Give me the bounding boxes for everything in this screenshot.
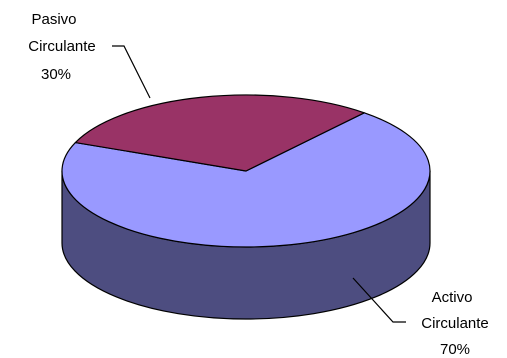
slice-value-pasivo: 30%	[41, 66, 71, 83]
slice-label-pasivo-line1: Pasivo	[31, 11, 76, 28]
leader-line-pasivo	[112, 45, 151, 99]
leader-lines	[112, 45, 406, 323]
leader-line-activo	[352, 277, 406, 323]
slice-value-activo: 70%	[440, 341, 470, 358]
pie-tops	[61, 94, 431, 248]
pie-slice-1	[74, 94, 365, 172]
pie-slice-0	[61, 112, 431, 248]
slice-label-activo-line1: Activo	[432, 289, 473, 306]
slice-label-activo-line2: Circulante	[421, 315, 489, 332]
slice-label-pasivo-line2: Circulante	[28, 38, 96, 55]
